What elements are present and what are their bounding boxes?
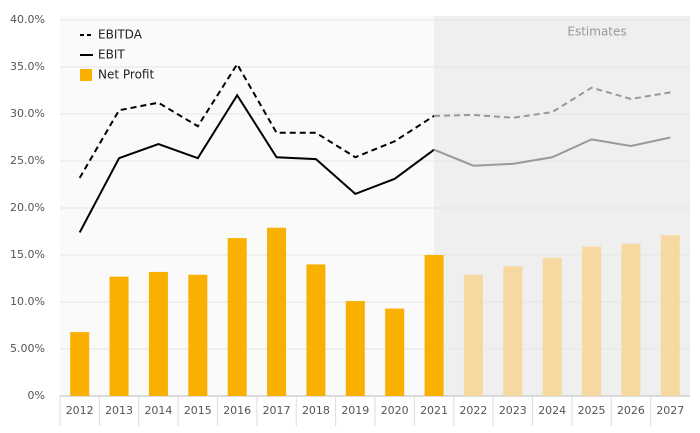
x-tick-label: 2022	[459, 404, 487, 417]
bar	[188, 274, 208, 396]
y-tick-label: 0%	[28, 389, 45, 402]
y-tick-label: 25.0%	[10, 154, 45, 167]
x-tick-label: 2012	[66, 404, 94, 417]
line	[78, 93, 435, 233]
y-tick-label: 30.0%	[10, 107, 45, 120]
x-tick-label: 2020	[381, 404, 409, 417]
bar	[267, 227, 287, 396]
bar	[306, 264, 326, 396]
x-tick-label: 2019	[341, 404, 369, 417]
bar	[109, 276, 129, 396]
x-tick-label: 2025	[578, 404, 606, 417]
x-tick-label: 2016	[223, 404, 251, 417]
y-tick-label: 15.0%	[10, 248, 45, 261]
bar	[503, 266, 523, 396]
bar	[148, 271, 168, 396]
bar	[582, 246, 602, 396]
y-tick-label: 40.0%	[10, 13, 45, 26]
x-tick-label: 2014	[144, 404, 172, 417]
x-tick-label: 2021	[420, 404, 448, 417]
bar	[385, 308, 405, 396]
bar	[542, 257, 562, 396]
legend-label: EBITDA	[98, 28, 143, 42]
y-tick-label: 10.0%	[10, 295, 45, 308]
line	[78, 62, 435, 179]
x-tick-label: 2026	[617, 404, 645, 417]
x-tick-label: 2013	[105, 404, 133, 417]
x-tick-label: 2018	[302, 404, 330, 417]
x-tick-label: 2027	[656, 404, 684, 417]
bar	[621, 243, 641, 396]
x-tick-label: 2015	[184, 404, 212, 417]
y-tick-label: 20.0%	[10, 201, 45, 214]
legend-swatch	[80, 69, 92, 81]
x-tick-label: 2023	[499, 404, 527, 417]
x-tick-label: 2024	[538, 404, 566, 417]
bar	[70, 332, 90, 396]
line	[433, 136, 671, 167]
x-tick-label: 2017	[263, 404, 291, 417]
legend-label: Net Profit	[98, 68, 154, 82]
bar	[660, 235, 680, 396]
bar	[463, 274, 483, 396]
estimates-label: Estimates	[567, 25, 626, 39]
y-tick-label: 5.00%	[10, 342, 45, 355]
bar	[227, 238, 247, 396]
bar	[424, 255, 444, 396]
bar	[345, 301, 365, 396]
line	[434, 86, 671, 119]
legend-label: EBIT	[98, 48, 125, 62]
y-tick-label: 35.0%	[10, 60, 45, 73]
